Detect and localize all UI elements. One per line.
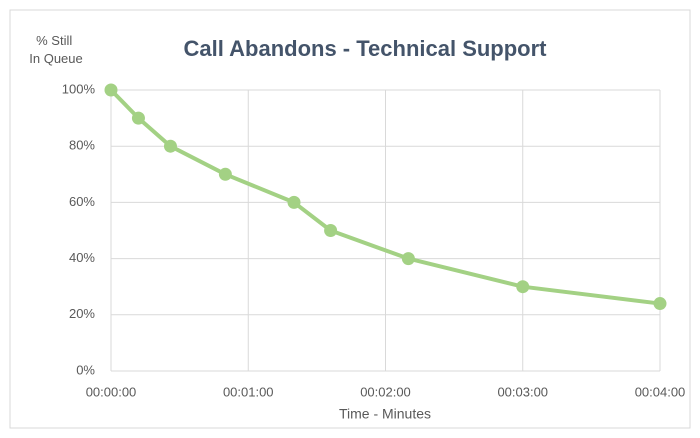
- y-tick-label: 0%: [76, 362, 95, 377]
- x-tick-label: 00:02:00: [360, 384, 411, 399]
- data-point: [287, 195, 301, 209]
- chart-title: Call Abandons - Technical Support: [183, 36, 547, 61]
- data-point: [104, 83, 118, 97]
- data-point: [401, 252, 415, 266]
- y-tick-label: 100%: [62, 81, 96, 96]
- y-axis-label-line: % Still: [36, 33, 72, 48]
- y-tick-label: 40%: [69, 250, 95, 265]
- chart-frame: [9, 9, 691, 429]
- x-tick-label: 00:04:00: [635, 384, 686, 399]
- data-point: [131, 111, 145, 125]
- data-point: [163, 139, 177, 153]
- data-point: [324, 224, 338, 237]
- y-axis-label: % Still In Queue: [29, 33, 83, 66]
- x-tick-label: 00:01:00: [223, 384, 274, 399]
- data-point: [218, 167, 232, 181]
- y-axis-label-line: In Queue: [29, 51, 83, 66]
- y-tick-label: 20%: [69, 306, 95, 321]
- x-tick-label: 00:00:00: [86, 384, 137, 399]
- y-tick-label: 60%: [69, 194, 95, 209]
- x-axis-label: Time - Minutes: [339, 406, 431, 422]
- x-tick-label: 00:03:00: [497, 384, 548, 399]
- data-point: [516, 280, 530, 294]
- data-point: [653, 297, 667, 311]
- y-tick-label: 80%: [69, 138, 95, 153]
